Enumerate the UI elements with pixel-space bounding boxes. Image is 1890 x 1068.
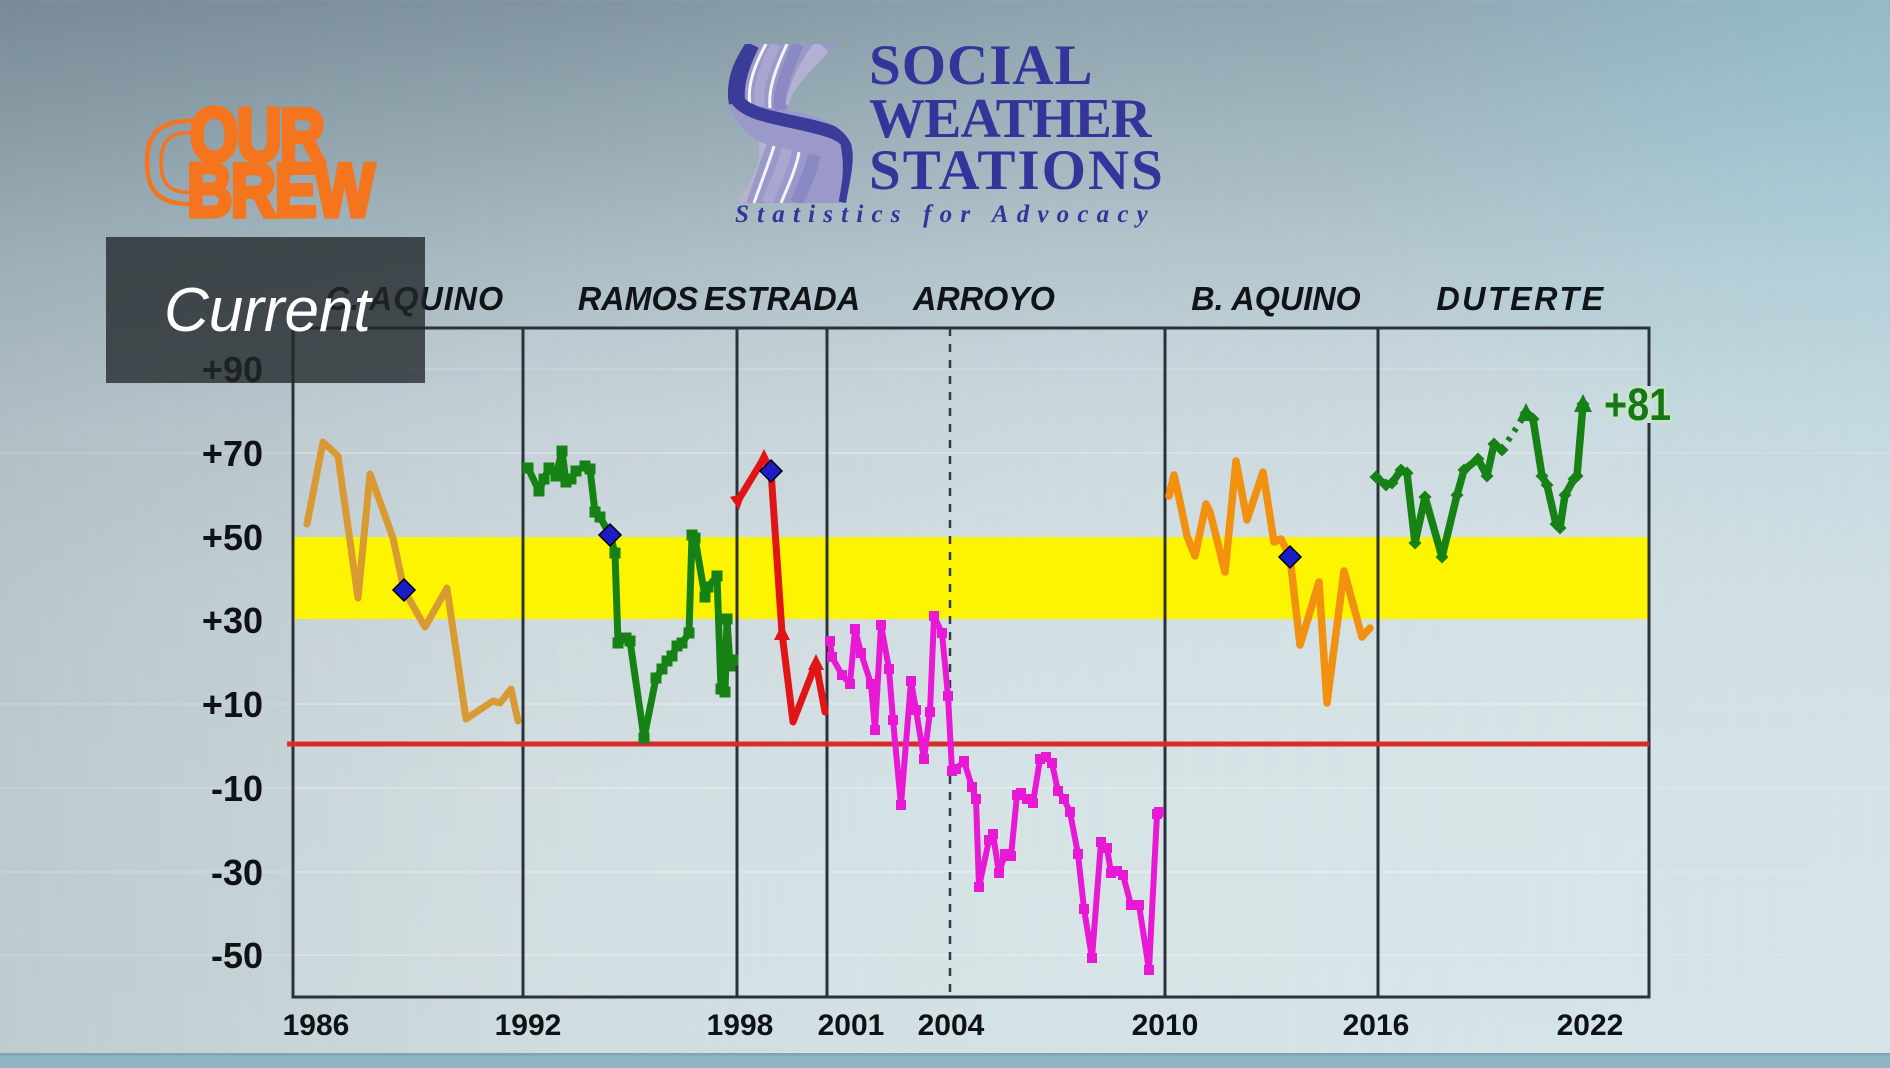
- svg-text:DUTERTE: DUTERTE: [1436, 280, 1605, 317]
- svg-text:-50: -50: [211, 935, 263, 976]
- svg-text:2022: 2022: [1557, 1009, 1624, 1042]
- svg-text:-10: -10: [211, 768, 263, 809]
- svg-text:2010: 2010: [1132, 1009, 1199, 1042]
- svg-text:2016: 2016: [1343, 1009, 1410, 1042]
- svg-text:RAMOS: RAMOS: [578, 280, 699, 317]
- svg-text:Statistics for Advocacy: Statistics for Advocacy: [735, 201, 1156, 228]
- svg-text:OUR: OUR: [190, 94, 324, 178]
- svg-text:BREW: BREW: [187, 148, 375, 232]
- svg-text:STATIONS: STATIONS: [869, 139, 1165, 202]
- svg-text:+81: +81: [1604, 380, 1671, 430]
- svg-text:2001: 2001: [818, 1009, 885, 1042]
- svg-text:1992: 1992: [495, 1009, 562, 1042]
- svg-text:WEATHER: WEATHER: [869, 88, 1152, 150]
- svg-text:+30: +30: [202, 600, 263, 641]
- svg-text:SOCIAL: SOCIAL: [869, 34, 1094, 97]
- svg-text:B. AQUINO: B. AQUINO: [1191, 280, 1360, 317]
- svg-text:ESTRADA: ESTRADA: [704, 280, 860, 317]
- svg-text:+81: +81: [1604, 380, 1671, 430]
- svg-text:ARROYO: ARROYO: [912, 280, 1055, 317]
- svg-text:1998: 1998: [707, 1009, 774, 1042]
- svg-text:-30: -30: [211, 852, 263, 893]
- svg-text:+10: +10: [202, 684, 263, 725]
- svg-text:+70: +70: [202, 433, 263, 474]
- svg-text:2004: 2004: [918, 1009, 985, 1042]
- svg-text:1986: 1986: [283, 1009, 350, 1042]
- svg-text:+50: +50: [202, 517, 263, 558]
- svg-text:Current: Current: [164, 276, 374, 345]
